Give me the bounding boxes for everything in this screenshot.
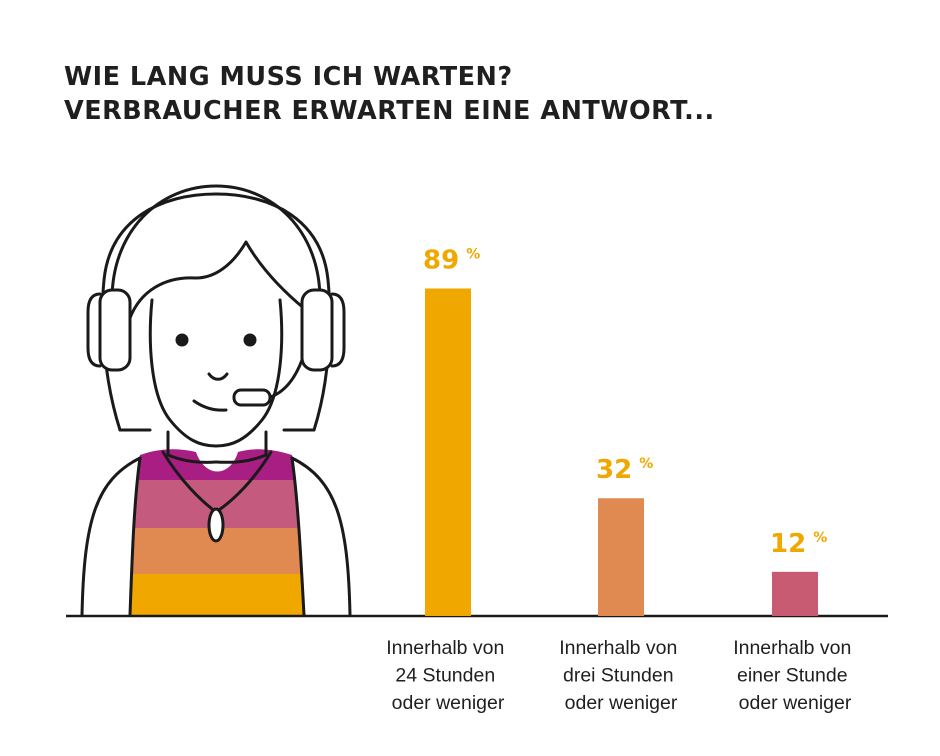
category-label-line: drei Stunden	[563, 665, 674, 687]
bar-three-hours	[598, 498, 644, 616]
bar-24-hours	[425, 288, 471, 616]
category-label-line: oder weniger	[392, 692, 505, 714]
value-unit: %	[466, 246, 480, 262]
category-label-line: oder weniger	[565, 692, 678, 714]
shirt-stripe	[130, 574, 304, 615]
agent-with-headset-icon	[80, 184, 352, 617]
value-number: 32	[596, 455, 632, 485]
value-label-three-hours: 32%	[596, 455, 653, 485]
category-label-line: 24 Stunden	[395, 665, 495, 687]
chart-title: WIE LANG MUSS ICH WARTEN? VERBRAUCHER ER…	[64, 60, 715, 128]
category-label-line: Innerhalb von	[559, 637, 677, 659]
chart-title-line-2: VERBRAUCHER ERWARTEN EINE ANTWORT...	[64, 96, 715, 126]
value-number: 12	[770, 529, 806, 559]
value-label-one-hour: 12%	[770, 529, 827, 559]
chart-title-line-1: WIE LANG MUSS ICH WARTEN?	[64, 62, 513, 92]
value-label-24-hours: 89%	[423, 245, 480, 275]
value-unit: %	[813, 530, 827, 546]
category-label-line: einer Stunde	[737, 665, 848, 687]
category-label-line: Innerhalb von	[386, 637, 504, 659]
value-unit: %	[639, 456, 653, 472]
bar-one-hour	[772, 571, 818, 616]
category-label-line: oder weniger	[739, 692, 852, 714]
category-label-three-hours: Innerhalb von drei Stunden oder weniger	[559, 637, 683, 714]
value-number: 89	[423, 245, 459, 275]
category-label-line: Innerhalb von	[733, 637, 851, 659]
category-label-one-hour: Innerhalb von einer Stunde oder weniger	[733, 637, 857, 714]
category-label-24-hours: Innerhalb von 24 Stunden oder weniger	[386, 637, 510, 714]
